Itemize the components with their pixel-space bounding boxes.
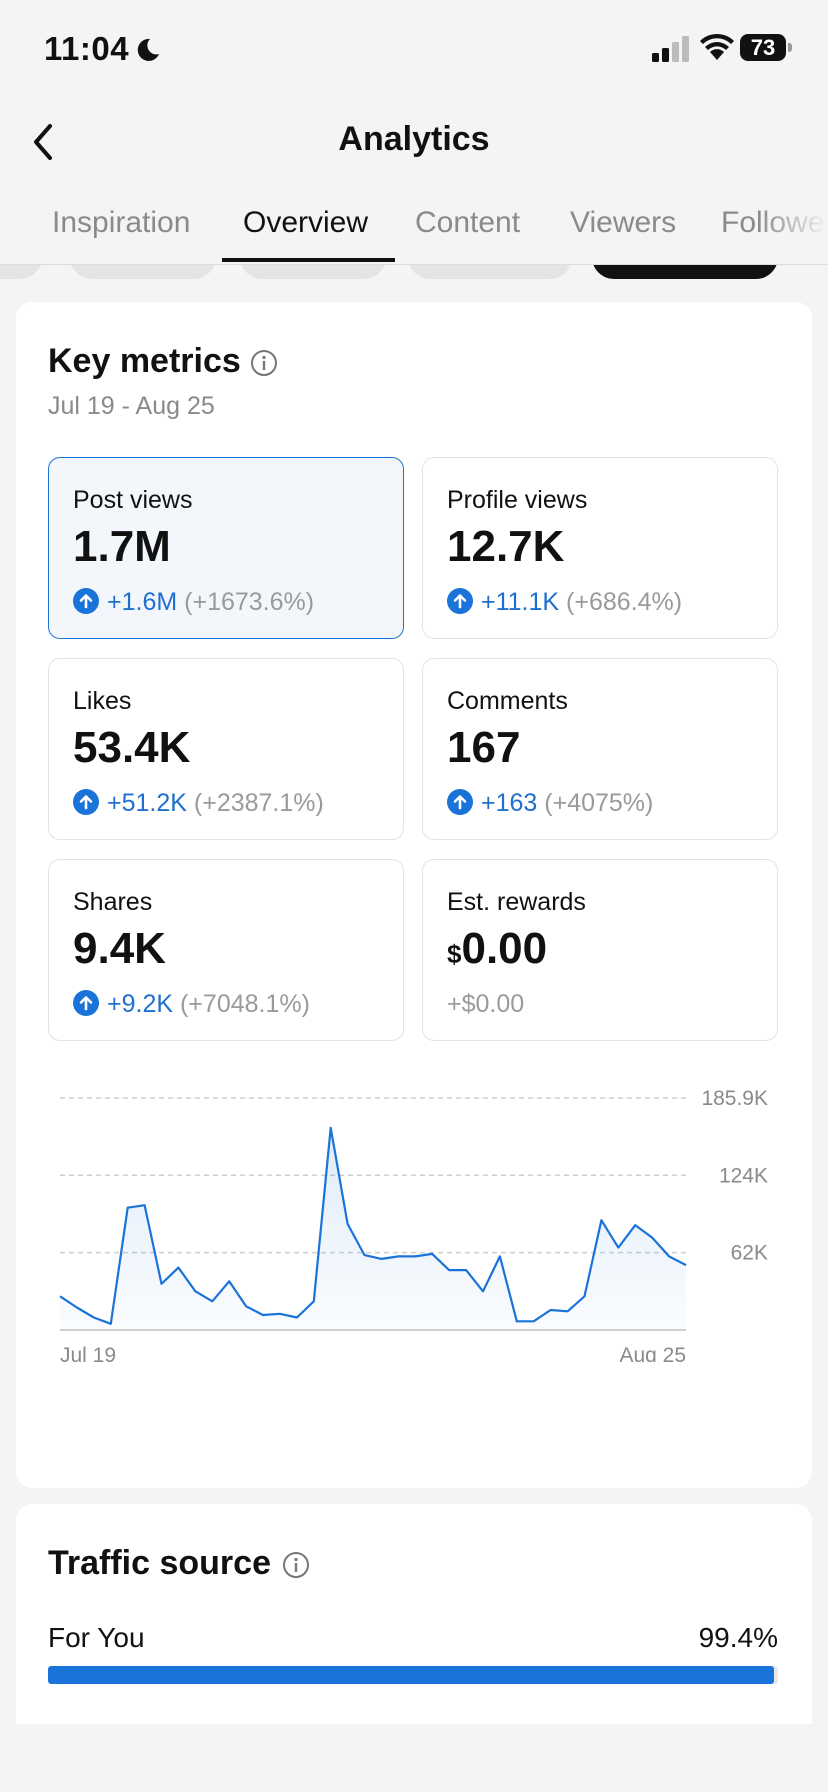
filter-chip[interactable] bbox=[0, 265, 42, 279]
arrow-up-circle-icon bbox=[73, 990, 99, 1016]
tab-viewers[interactable]: Viewers bbox=[570, 206, 677, 239]
metric-value: $0.00 bbox=[447, 924, 548, 973]
metric-change: +9.2K (+7048.1%) bbox=[73, 990, 310, 1019]
x-axis-label-end: Aug 25 bbox=[619, 1344, 686, 1362]
arrow-up-circle-icon bbox=[73, 588, 99, 614]
status-bar: 11:04 73 bbox=[0, 0, 828, 100]
metric-change: +11.1K (+686.4%) bbox=[447, 588, 682, 617]
chart-series-line bbox=[59, 1126, 687, 1325]
metric-label: Est. rewards bbox=[447, 888, 586, 916]
filter-chip-selected[interactable] bbox=[592, 265, 778, 279]
back-chevron-icon[interactable] bbox=[28, 120, 62, 164]
filter-chip[interactable] bbox=[70, 265, 216, 279]
chart-area-fill bbox=[60, 1127, 686, 1330]
metric-card-profile-views[interactable]: Profile views 12.7K +11.1K (+686.4%) bbox=[422, 457, 778, 639]
traffic-source-value: 99.4% bbox=[698, 1622, 778, 1653]
metric-card-comments[interactable]: Comments 167 +163 (+4075%) bbox=[422, 658, 778, 840]
metric-label: Post views bbox=[73, 486, 193, 514]
arrow-up-circle-icon bbox=[73, 789, 99, 815]
moon-icon bbox=[135, 33, 161, 71]
metric-change: +$0.00 bbox=[447, 990, 525, 1018]
metric-change: +163 (+4075%) bbox=[447, 789, 653, 818]
filter-chip[interactable] bbox=[240, 265, 386, 279]
tab-content[interactable]: Content bbox=[415, 206, 521, 239]
traffic-source-progress-bar bbox=[48, 1666, 778, 1684]
cellular-signal-icon bbox=[652, 36, 689, 62]
filter-chip[interactable] bbox=[408, 265, 572, 279]
tab-overview[interactable]: Overview bbox=[243, 206, 369, 239]
y-axis-tick-label: 185.9K bbox=[701, 1087, 768, 1110]
traffic-source-card: Traffic source For You 99.4% bbox=[16, 1504, 812, 1724]
metric-change: +51.2K (+2387.1%) bbox=[73, 789, 324, 818]
battery-level: 73 bbox=[750, 35, 776, 60]
metric-value: 9.4K bbox=[73, 924, 166, 973]
post-views-chart: 185.9K 124K 62K Jul 19 Aug 25 bbox=[59, 1087, 768, 1362]
y-axis-tick-label: 124K bbox=[719, 1164, 768, 1187]
tab-fade bbox=[758, 196, 828, 264]
arrow-up-circle-icon bbox=[447, 789, 473, 815]
active-tab-indicator bbox=[222, 258, 395, 262]
metric-card-post-views[interactable]: Post views 1.7M +1.6M (+1673.6%) bbox=[48, 457, 404, 639]
y-axis-tick-label: 62K bbox=[731, 1242, 768, 1265]
x-axis-label-start: Jul 19 bbox=[60, 1344, 116, 1362]
info-icon[interactable] bbox=[250, 349, 278, 377]
metric-value: 1.7M bbox=[73, 522, 171, 571]
battery-icon: 73 bbox=[740, 34, 792, 61]
date-range: Jul 19 - Aug 25 bbox=[48, 392, 215, 420]
metric-value: 53.4K bbox=[73, 723, 191, 772]
traffic-source-progress-fill bbox=[48, 1666, 774, 1684]
tab-bar: Inspiration Overview Content Viewers Fol… bbox=[0, 196, 828, 265]
metric-label: Shares bbox=[73, 888, 153, 916]
metric-card-likes[interactable]: Likes 53.4K +51.2K (+2387.1%) bbox=[48, 658, 404, 840]
traffic-source-label: For You bbox=[48, 1622, 145, 1653]
metric-change: +1.6M (+1673.6%) bbox=[73, 588, 314, 617]
metric-value: 167 bbox=[447, 723, 521, 772]
metric-card-est-rewards[interactable]: Est. rewards $0.00 +$0.00 bbox=[422, 859, 778, 1041]
currency-symbol: $ bbox=[447, 939, 462, 969]
page-title: Analytics bbox=[338, 120, 490, 158]
metric-value: 12.7K bbox=[447, 522, 565, 571]
arrow-up-circle-icon bbox=[447, 588, 473, 614]
key-metrics-card: Key metrics Jul 19 - Aug 25 Post views 1… bbox=[16, 302, 812, 1488]
wifi-icon bbox=[700, 33, 734, 60]
metric-label: Likes bbox=[73, 687, 132, 715]
key-metrics-title: Key metrics bbox=[48, 342, 241, 380]
info-icon[interactable] bbox=[282, 1551, 310, 1579]
traffic-source-title: Traffic source bbox=[48, 1544, 271, 1582]
filter-chip-row bbox=[0, 265, 828, 279]
status-time: 11:04 bbox=[44, 30, 161, 71]
tab-inspiration[interactable]: Inspiration bbox=[52, 206, 191, 239]
metric-label: Profile views bbox=[447, 486, 588, 514]
metric-label: Comments bbox=[447, 687, 568, 715]
metric-card-shares[interactable]: Shares 9.4K +9.2K (+7048.1%) bbox=[48, 859, 404, 1041]
